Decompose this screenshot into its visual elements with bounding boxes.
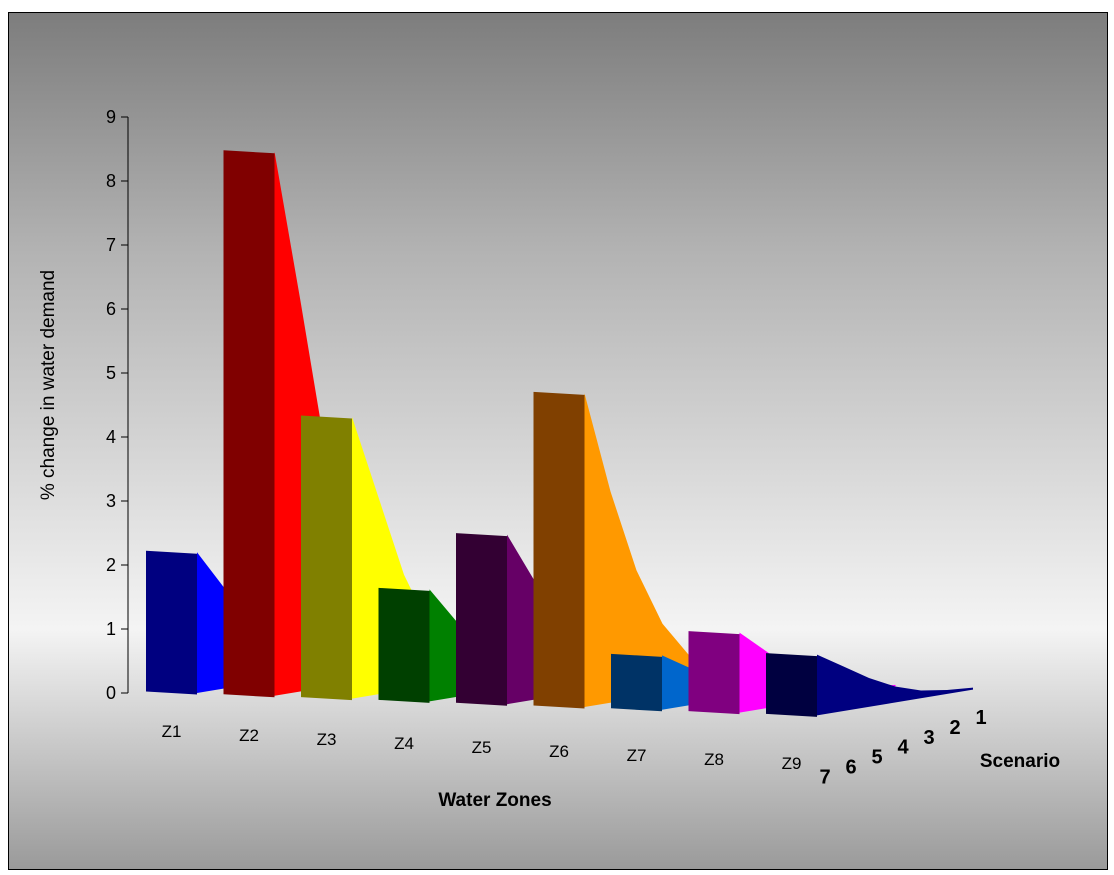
y-axis-title: % change in water demand (38, 270, 59, 500)
bar-front-z8 (688, 631, 740, 715)
y-tick-label: 6 (106, 299, 116, 319)
bar-front-z7 (611, 653, 662, 712)
x-tick-label: Z8 (704, 750, 724, 769)
y-tick-label: 2 (106, 555, 116, 575)
scenario-tick-label: 6 (845, 757, 856, 779)
bar-front-z4 (378, 587, 430, 703)
x-tick-label: Z3 (317, 730, 337, 749)
y-tick-label: 4 (106, 427, 116, 447)
bar-front-z1 (146, 550, 197, 695)
x-axis-labels: Z1 Z2 Z3 Z4 Z5 Z6 Z7 Z8 Z9 (162, 722, 802, 773)
x-axis-title: Water Zones (438, 790, 551, 811)
y-tick-label: 9 (106, 107, 116, 127)
y-tick-label: 0 (106, 683, 116, 703)
bar-side-z9 (817, 654, 973, 716)
y-tick-label: 3 (106, 491, 116, 511)
y-tick-label: 8 (106, 171, 116, 191)
zone-bar-z6 (533, 391, 741, 709)
bar-front-z5 (456, 533, 507, 706)
scenario-axis-title: Scenario (980, 751, 1060, 772)
y-tick-label: 5 (106, 363, 116, 383)
y-tick-label: 7 (106, 235, 116, 255)
x-tick-label: Z6 (549, 742, 569, 761)
bar-front-z2 (223, 150, 275, 698)
scenario-tick-label: 4 (897, 737, 909, 759)
bar-side-z6 (584, 393, 741, 707)
x-tick-label: Z5 (472, 738, 492, 757)
x-tick-label: Z4 (394, 734, 414, 753)
scenario-tick-label: 5 (871, 747, 882, 769)
scenario-tick-label: 3 (923, 727, 934, 749)
x-tick-label: Z7 (627, 746, 647, 765)
bar-front-z6 (533, 391, 585, 709)
bars-layer (146, 150, 973, 717)
bar-front-z3 (301, 415, 352, 701)
zone-bar-z9 (766, 653, 973, 717)
y-axis: 0 1 2 3 4 5 6 7 8 9 (106, 107, 129, 703)
x-tick-label: Z9 (782, 754, 802, 773)
y-tick-label: 1 (106, 619, 116, 639)
x-tick-label: Z1 (162, 722, 182, 741)
scenario-tick-label: 7 (819, 766, 830, 788)
bar-front-z9 (766, 653, 817, 717)
x-tick-label: Z2 (239, 726, 259, 745)
scenario-tick-label: 2 (949, 717, 960, 739)
scenario-tick-label: 1 (975, 707, 986, 729)
